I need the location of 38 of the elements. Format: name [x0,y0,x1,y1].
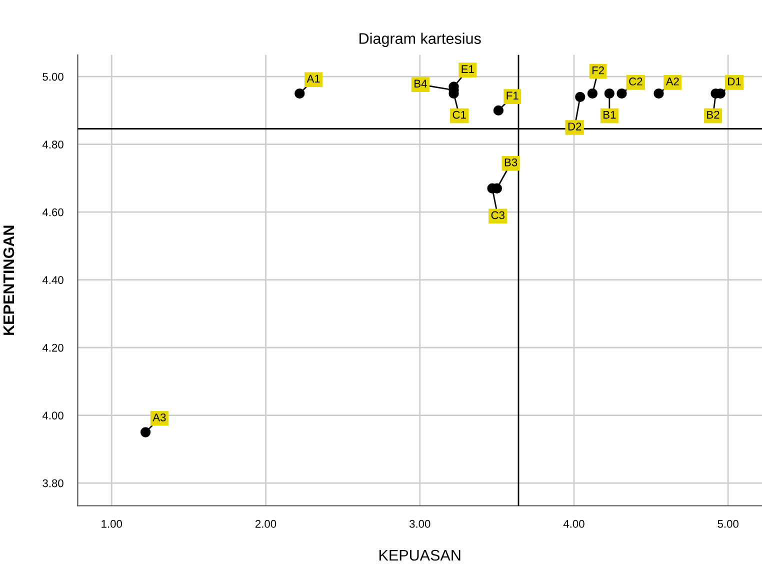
y-tick-label: 5.00 [42,72,64,81]
x-tick-label: 4.00 [563,520,584,528]
annotation: F2 [592,66,604,74]
annotation: C2 [629,78,642,86]
point [294,88,305,99]
y-tick-label: 4.40 [42,276,64,284]
annotation: B2 [707,110,720,119]
annotation: B1 [604,110,616,119]
annotation: A3 [152,413,166,422]
annotation: C3 [491,211,504,220]
point [140,427,151,438]
y-tick-label: 4.80 [42,140,64,148]
annotation: F1 [506,92,518,100]
annotation: A2 [666,78,679,86]
annotation: D2 [568,122,582,130]
annotation: B4 [414,80,427,88]
x-tick-label: 3.00 [409,520,430,528]
y-tick-label: 4.60 [42,208,64,216]
chart-title: Diagram kartesius [360,32,481,47]
y-axis-title: KEPENTINGAN [3,226,14,335]
annotation: C1 [452,110,466,119]
annotation: E1 [462,65,474,73]
point [575,92,586,102]
y-tick-label: 3.80 [42,479,64,488]
point [587,88,598,99]
x-tick-label: 5.00 [718,520,738,528]
point [654,88,664,99]
annotation: A1 [306,74,320,83]
x-axis-title: KEPUASAN [380,550,460,561]
annotation: B3 [504,158,518,166]
point [493,105,504,116]
y-tick-label: 4.00 [42,412,64,420]
x-tick-label: 1.00 [102,520,122,528]
annotation: D1 [728,78,741,86]
x-tick-label: 2.00 [255,520,276,528]
point [616,88,627,99]
point [604,88,615,99]
y-tick-label: 4.20 [42,344,64,352]
